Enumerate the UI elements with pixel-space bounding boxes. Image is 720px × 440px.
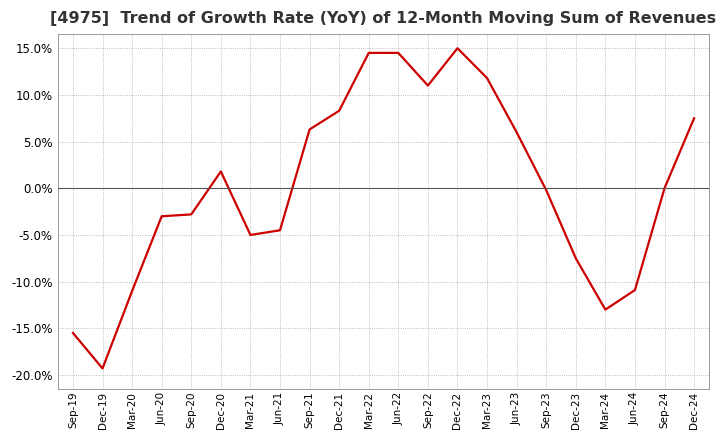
Title: [4975]  Trend of Growth Rate (YoY) of 12-Month Moving Sum of Revenues: [4975] Trend of Growth Rate (YoY) of 12-… xyxy=(50,11,716,26)
